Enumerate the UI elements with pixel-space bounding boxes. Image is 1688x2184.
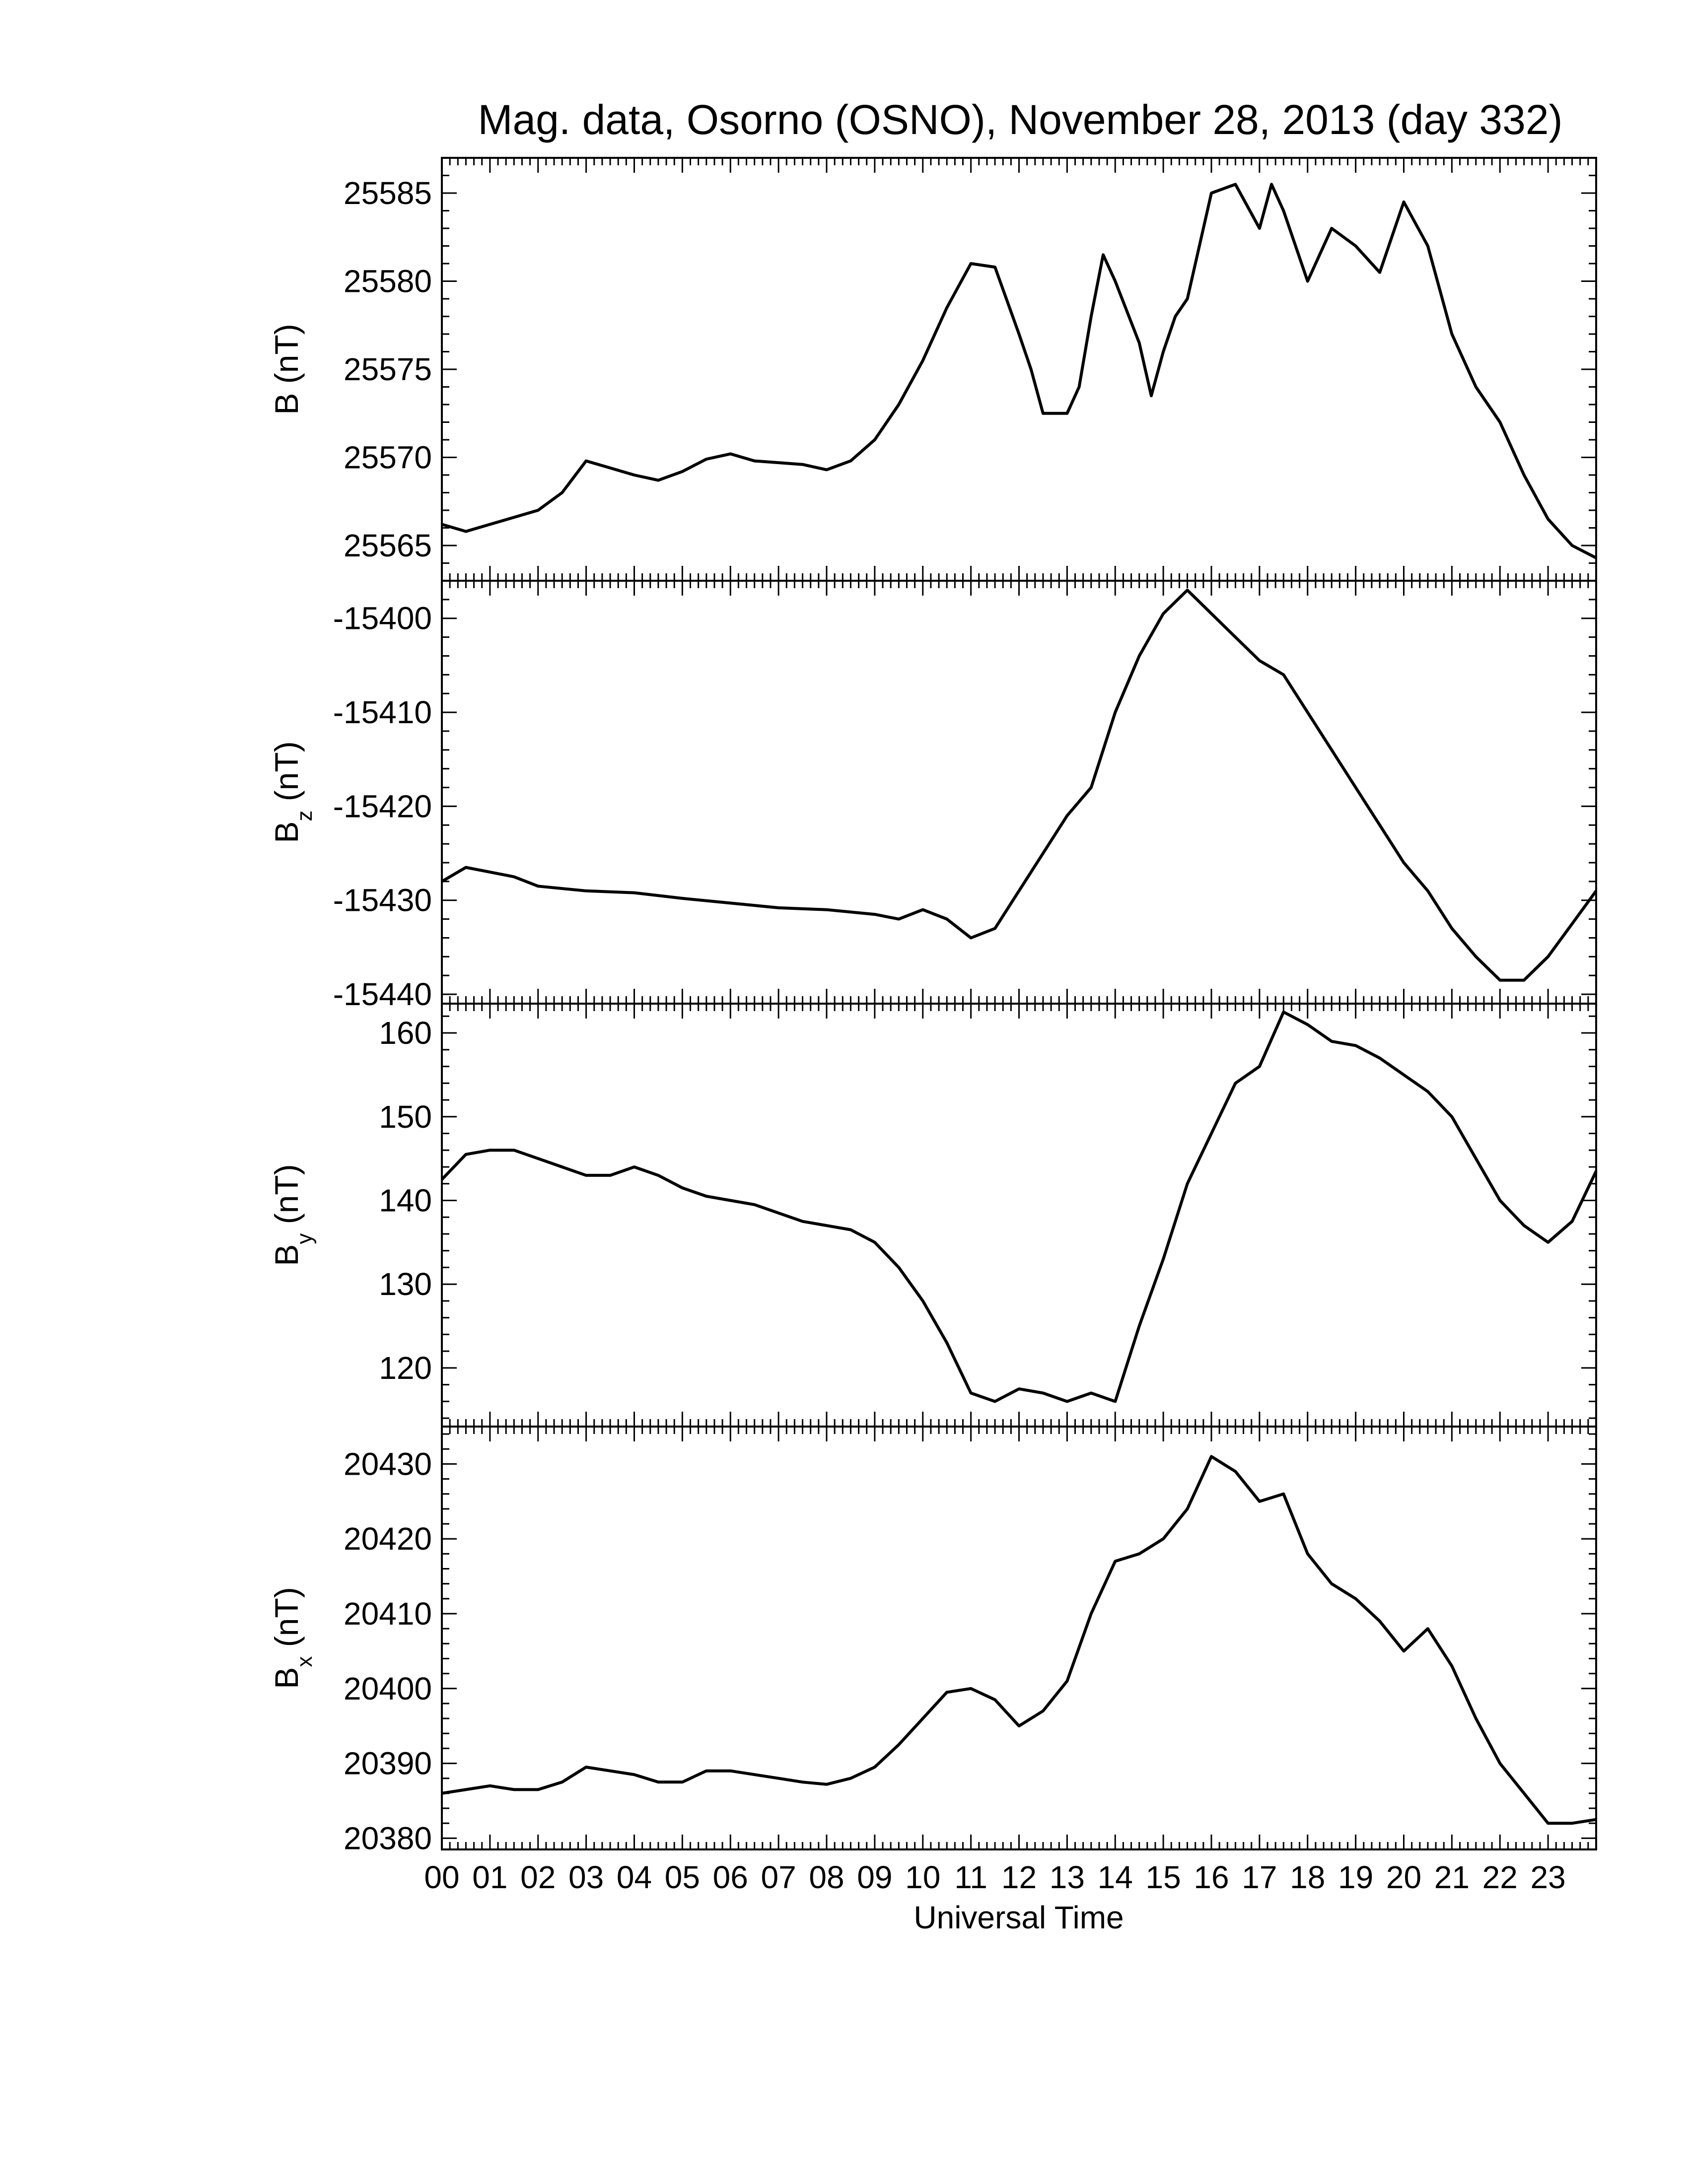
y-axis-label-sub: y xyxy=(292,1233,317,1244)
x-tick-label: 13 xyxy=(1050,1859,1085,1895)
x-tick-label: 02 xyxy=(520,1859,556,1895)
x-tick-label: 01 xyxy=(472,1859,507,1895)
x-axis-label: Universal Time xyxy=(914,1900,1124,1935)
y-axis-label: Bx (nT) xyxy=(268,1587,317,1689)
y-tick-label: -15400 xyxy=(333,601,432,636)
x-tick-label: 00 xyxy=(424,1859,459,1895)
x-tick-label: 10 xyxy=(905,1859,940,1895)
y-tick-label: -15430 xyxy=(333,883,432,918)
y-tick-label: 25580 xyxy=(344,264,432,299)
x-tick-label: 23 xyxy=(1531,1859,1566,1895)
x-tick-label: 04 xyxy=(617,1859,652,1895)
x-tick-label: 09 xyxy=(857,1859,892,1895)
series-line-Bz xyxy=(441,588,1598,982)
y-axis-label-main: B xyxy=(268,1667,305,1689)
y-axis-label-unit: (nT) xyxy=(268,741,305,810)
x-tick-label: 05 xyxy=(665,1859,700,1895)
y-tick-label: 25575 xyxy=(344,351,432,387)
x-tick-label: 21 xyxy=(1434,1859,1470,1895)
y-axis-label-main: B xyxy=(268,393,305,415)
y-axis-label: By (nT) xyxy=(268,1164,317,1266)
chart-title: Mag. data, Osorno (OSNO), November 28, 2… xyxy=(478,96,1562,143)
y-tick-label: -15410 xyxy=(333,694,432,730)
x-tick-label: 17 xyxy=(1242,1859,1277,1895)
x-tick-label: 22 xyxy=(1482,1859,1518,1895)
x-tick-label: 07 xyxy=(761,1859,796,1895)
y-axis-label-sub: x xyxy=(292,1656,317,1667)
y-tick-label: 20400 xyxy=(344,1671,432,1706)
y-tick-label: -15440 xyxy=(333,976,432,1012)
y-axis-label-unit: (nT) xyxy=(268,1587,305,1656)
y-tick-label: 25565 xyxy=(344,528,432,563)
series-line-By xyxy=(440,1010,1598,1403)
y-tick-label: -15420 xyxy=(333,788,432,824)
y-axis-label: B (nT) xyxy=(268,324,305,414)
y-tick-label: 25570 xyxy=(344,440,432,476)
panel-frame xyxy=(441,580,1597,1005)
x-tick-label: 12 xyxy=(1001,1859,1037,1895)
y-tick-label: 20430 xyxy=(344,1446,432,1482)
y-tick-label: 20390 xyxy=(344,1746,432,1781)
y-tick-label: 20410 xyxy=(344,1596,432,1632)
y-axis-label-unit: (nT) xyxy=(268,324,305,393)
x-tick-labels: 00 01 02 03 04 05 06 07 08 09 10 11 12 13 14 15 16 17 18 19… xyxy=(424,1859,1565,1895)
x-tick-label: 06 xyxy=(713,1859,748,1895)
y-tick-label: 150 xyxy=(379,1099,432,1135)
y-axis-label-main: B xyxy=(268,821,305,843)
panel-Bz: -15440 -15430 -15420 -15410 -15400 Bz (nT) xyxy=(268,580,1598,1012)
panel-frame xyxy=(441,1426,1597,1850)
x-tick-label: 14 xyxy=(1098,1859,1133,1895)
x-tick-label: 18 xyxy=(1290,1859,1325,1895)
x-tick-label: 15 xyxy=(1146,1859,1181,1895)
y-axis-label-main: B xyxy=(268,1244,305,1266)
x-tick-label: 19 xyxy=(1338,1859,1373,1895)
y-tick-label: 20420 xyxy=(344,1521,432,1557)
panel-By: 120 130 140 150 160 By (nT) xyxy=(268,1003,1598,1428)
panel-frame xyxy=(441,1003,1597,1428)
y-tick-label: 130 xyxy=(379,1266,432,1302)
x-tick-label: 03 xyxy=(568,1859,604,1895)
y-tick-label: 120 xyxy=(379,1350,432,1386)
y-tick-label: 20380 xyxy=(344,1820,432,1856)
x-tick-label: 11 xyxy=(954,1859,987,1895)
y-axis-label-sub: z xyxy=(292,811,317,821)
y-tick-label: 160 xyxy=(379,1015,432,1051)
panel-Bx: 20380 20390 20400 20410 20420 20430 Bx (nT) xyxy=(268,1426,1597,1856)
panel-frame xyxy=(441,157,1597,582)
y-tick-label: 140 xyxy=(379,1182,432,1218)
y-axis-label-unit: (nT) xyxy=(268,1164,305,1233)
series-line-B xyxy=(441,183,1597,559)
x-tick-label: 16 xyxy=(1194,1859,1229,1895)
x-tick-label: 08 xyxy=(809,1859,844,1895)
y-tick-label: 25585 xyxy=(344,175,432,211)
series-line-Bx xyxy=(441,1455,1597,1825)
y-axis-label: Bz (nT) xyxy=(268,741,317,843)
x-tick-label: 20 xyxy=(1386,1859,1421,1895)
panel-B: 25565 25570 25575 25580 25585 B (nT) xyxy=(268,157,1597,582)
